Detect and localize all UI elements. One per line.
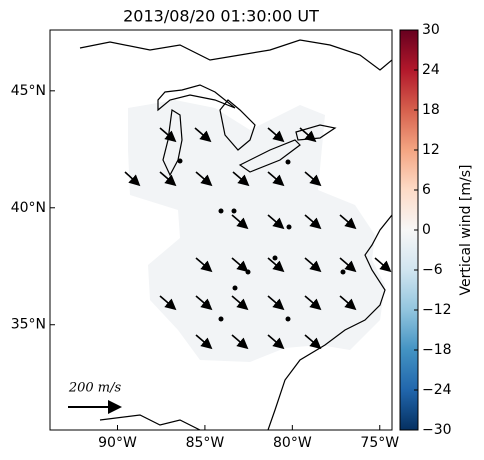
x-tick-label: 80°W: [273, 435, 312, 451]
stations: [177, 158, 346, 322]
colorbar-tick-label: −24: [422, 382, 452, 398]
colorbar-tick-label: −12: [422, 302, 452, 318]
lake-ontario: [295, 124, 337, 141]
y-tick-label: 35°N: [11, 317, 46, 333]
lake-erie: [238, 139, 301, 173]
colorbar-tick-label: 30: [422, 22, 440, 38]
ticks: 90°W 85°W 80°W 75°W 35°N 40°N 45°N −30 −24 −18 −12…: [11, 22, 452, 451]
colorbar-tick-label: 6: [422, 182, 431, 198]
y-tick-label: 45°N: [11, 83, 46, 99]
colorbar-tick-label: −6: [422, 262, 443, 278]
border: [79, 39, 392, 71]
x-tick-label: 85°W: [186, 435, 225, 451]
wind-vectors: [124, 127, 392, 350]
lake-superior-michigan: [157, 84, 236, 112]
colorbar-tick-label: 0: [422, 222, 431, 238]
colorbar-tick-label: 24: [422, 62, 440, 78]
colorbar-tick-label: −30: [422, 422, 452, 438]
coastline: [267, 214, 392, 430]
data-coverage: [128, 100, 385, 362]
colorbar-tick-label: 12: [422, 142, 440, 158]
x-tick-label: 75°W: [360, 435, 399, 451]
scale-label: 200 m/s: [68, 381, 122, 396]
lake-huron: [219, 99, 256, 151]
colorbar-tick-label: 18: [422, 102, 440, 118]
y-tick-label: 40°N: [11, 200, 46, 216]
title: 2013/08/20 01:30:00 UT: [123, 7, 319, 26]
map-layer: [79, 39, 392, 430]
gulf-coast: [99, 414, 201, 430]
lake-michigan: [162, 108, 183, 177]
colorbar-label: Vertical wind [m/s]: [458, 165, 474, 296]
map-frame: [49, 29, 393, 431]
x-tick-label: 90°W: [98, 435, 137, 451]
colorbar-tick-label: −18: [422, 342, 452, 358]
